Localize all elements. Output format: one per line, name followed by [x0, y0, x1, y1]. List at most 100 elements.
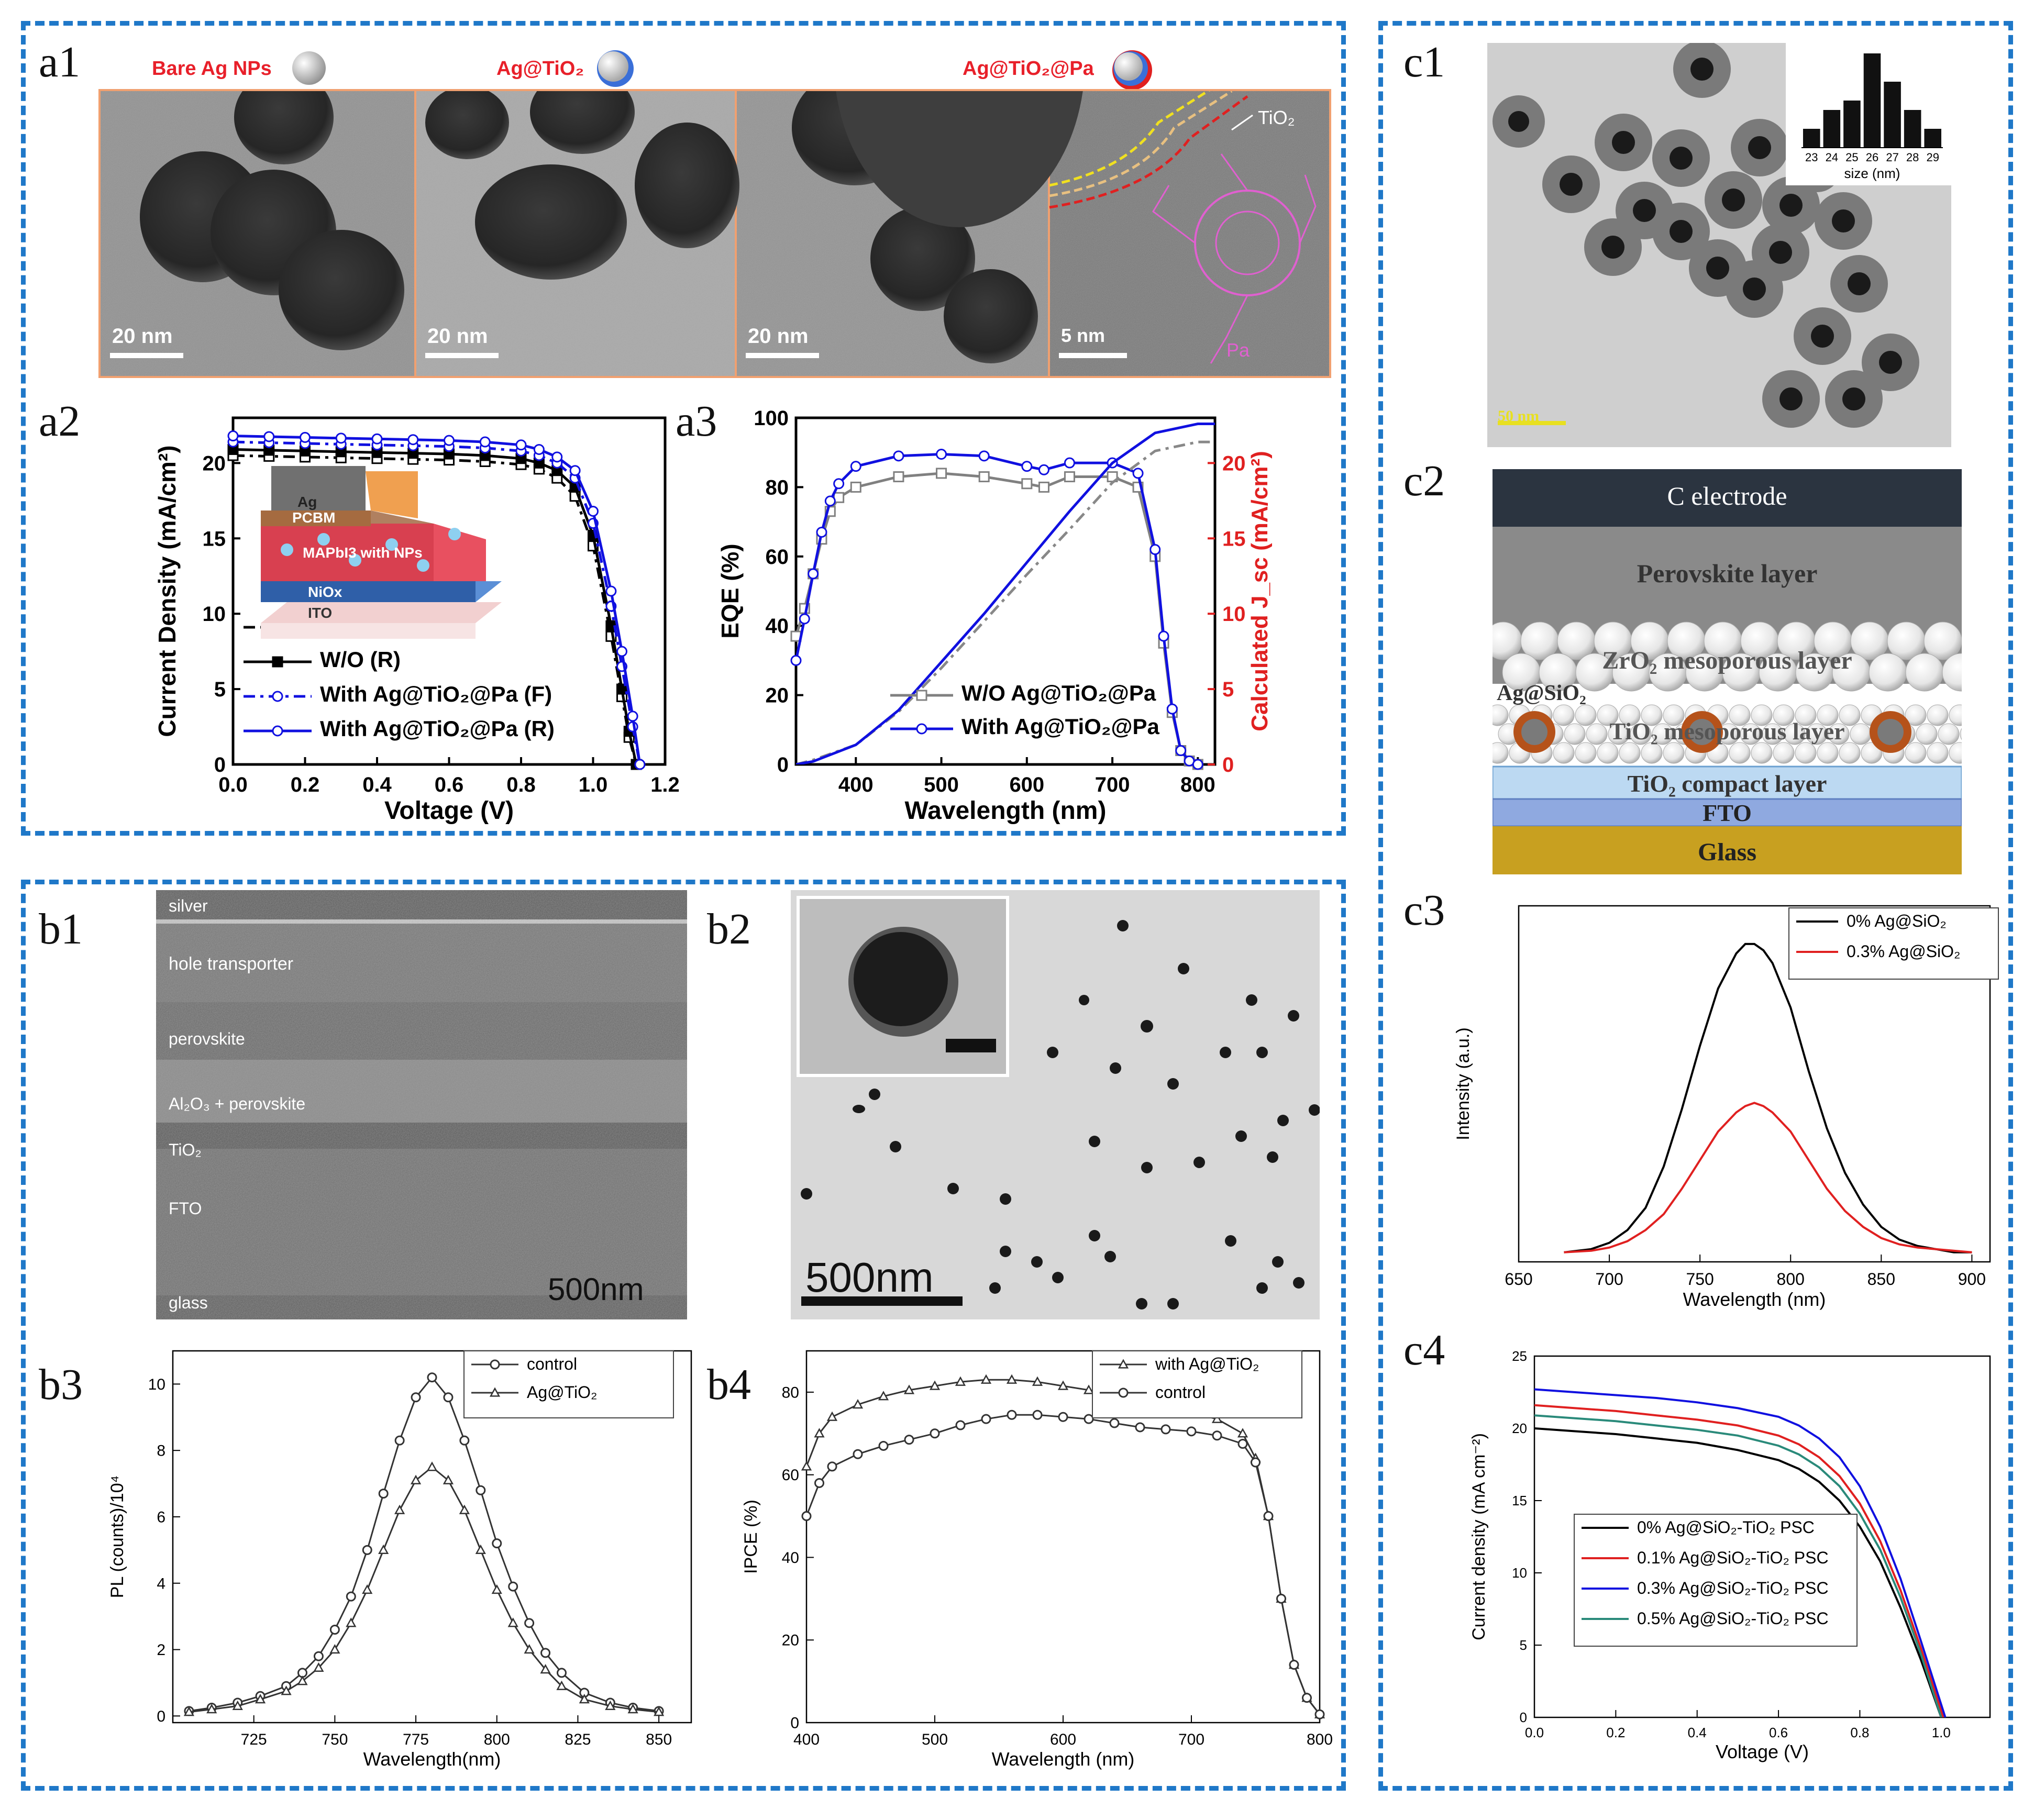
data-point [955, 1376, 966, 1386]
data-point [281, 1685, 292, 1695]
tio2-particle [1553, 742, 1575, 764]
series-line-3 [796, 423, 1215, 764]
data-point [232, 1700, 243, 1710]
tio2-particle [1575, 704, 1597, 726]
legend-label: 0.5% Ag@SiO₂-TiO₂ PSC [1637, 1609, 1829, 1628]
tio2-particle [1927, 742, 1949, 764]
x-tick-label: 650 [1505, 1270, 1532, 1289]
hist-bar [1884, 82, 1901, 148]
legend-label: control [527, 1355, 577, 1373]
data-point [300, 431, 311, 443]
hist-bar [1803, 129, 1820, 148]
data-point [1135, 1422, 1145, 1433]
legend-label: With Ag@TiO₂@Pa [961, 714, 1159, 739]
x-tick-label: 775 [403, 1731, 429, 1748]
data-point [929, 1380, 941, 1390]
data-point [411, 1392, 421, 1403]
x-tick-label: 725 [241, 1731, 267, 1748]
tio2-particle [1905, 742, 1927, 764]
chart-c3-pl: 650 700 750 800 850 900 Wavelength (nm) Intensi… [1453, 905, 1999, 1310]
x-tick-label: 0.2 [1606, 1725, 1625, 1740]
plot-frame [1533, 1355, 1991, 1718]
tio2-particle [1927, 704, 1949, 726]
x-tick-label: 700 [1595, 1270, 1623, 1289]
data-point [183, 1706, 195, 1716]
y-tick-label: 80 [766, 476, 789, 499]
data-point [893, 450, 904, 462]
data-point [808, 568, 819, 580]
tio2-particle [1938, 723, 1960, 745]
data-point [814, 1478, 824, 1488]
legend-label: W/O Ag@TiO₂@Pa [961, 681, 1156, 705]
x-tick-label: 0.0 [1525, 1725, 1544, 1740]
data-point [1212, 1430, 1222, 1441]
data-point [491, 1584, 502, 1594]
y-tick-label: 20 [782, 1632, 799, 1649]
panel-label-c1: c1 [1403, 38, 1445, 86]
chart-b3-pl: 725 750 775 800 825 850 0 2 4 6 8 10 Wavelength(nm) P… [107, 1350, 692, 1770]
panel-label-b1: b1 [39, 905, 83, 953]
tio2-particle [1905, 704, 1927, 726]
data-point [508, 1581, 518, 1592]
y2-tick-label: 5 [1222, 678, 1234, 701]
y-tick-label: 100 [754, 407, 789, 430]
data-point [1251, 1457, 1261, 1468]
data-point [1314, 1709, 1325, 1719]
data-point [378, 1544, 389, 1555]
a1-title-tio2: Ag@TiO₂ [496, 50, 654, 92]
zro2-particle [1924, 622, 1962, 660]
y-tick-label: 6 [157, 1508, 165, 1526]
hist-bar [1843, 101, 1861, 148]
legend: control Ag@TiO₂ [463, 1350, 674, 1418]
data-point [1158, 630, 1169, 642]
data-point [1211, 1413, 1223, 1423]
data-point [371, 433, 383, 445]
data-point [814, 1428, 825, 1438]
x-tick-label: 400 [793, 1731, 820, 1748]
x-axis-label: Voltage (V) [384, 797, 514, 825]
tio2-particle [1949, 742, 1962, 764]
y-tick-label: 15 [203, 527, 226, 550]
data-point [1021, 461, 1033, 472]
x-tick-label: 800 [1307, 1731, 1333, 1748]
legend: W/O Ag@TiO₂@Pa With Ag@TiO₂@Pa [890, 681, 1159, 739]
hist-bar [1924, 129, 1941, 148]
legend-label: W/O (R) [320, 647, 401, 672]
chart-a3-eqe: 400 500 600 700 800 0 20 40 60 80 100 0 5 10 15 20 Wavel… [716, 407, 1273, 825]
data-point [362, 1584, 373, 1594]
data-point [1038, 481, 1049, 493]
x-tick-label: 0.4 [362, 773, 392, 796]
data-point [616, 646, 627, 657]
y-tick-label: 5 [214, 678, 226, 701]
series-line-1 [1564, 1102, 1972, 1253]
legend-marker [1118, 1388, 1129, 1398]
tio2-particle [1663, 704, 1685, 726]
data-point [1032, 1410, 1043, 1420]
tio2-particle [1597, 704, 1619, 726]
y-tick-label: 4 [157, 1575, 165, 1592]
x-tick-label: 750 [1686, 1270, 1714, 1289]
y-tick-label: 5 [1520, 1637, 1527, 1653]
y-tick-label: 25 [1512, 1348, 1527, 1364]
data-point [515, 439, 527, 451]
legend-marker [916, 690, 927, 701]
y-tick-label: 10 [203, 603, 226, 626]
b1-layer-glass: glass [169, 1293, 208, 1312]
data-point [426, 1461, 438, 1471]
x-axis-label: Voltage (V) [1716, 1741, 1809, 1762]
b1-layer-tio2: TiO₂ [169, 1140, 202, 1159]
a1-tio2-label: TiO₂ [1258, 107, 1295, 128]
a1-title-pa: Ag@TiO₂@Pa [963, 50, 1172, 92]
data-point [551, 451, 563, 463]
data-point [1084, 1414, 1094, 1424]
bare-sphere-icon [292, 51, 326, 85]
data-point [893, 471, 904, 483]
data-point [329, 1625, 340, 1635]
legend-label: With Ag@TiO₂@Pa (F) [320, 682, 552, 706]
data-point [540, 1663, 551, 1674]
series-line-2 [1534, 1388, 1947, 1717]
tio2-particle [1949, 704, 1962, 726]
data-point [903, 1384, 915, 1394]
y-tick-label: 10 [148, 1376, 165, 1393]
tio2-particle [1630, 723, 1652, 745]
